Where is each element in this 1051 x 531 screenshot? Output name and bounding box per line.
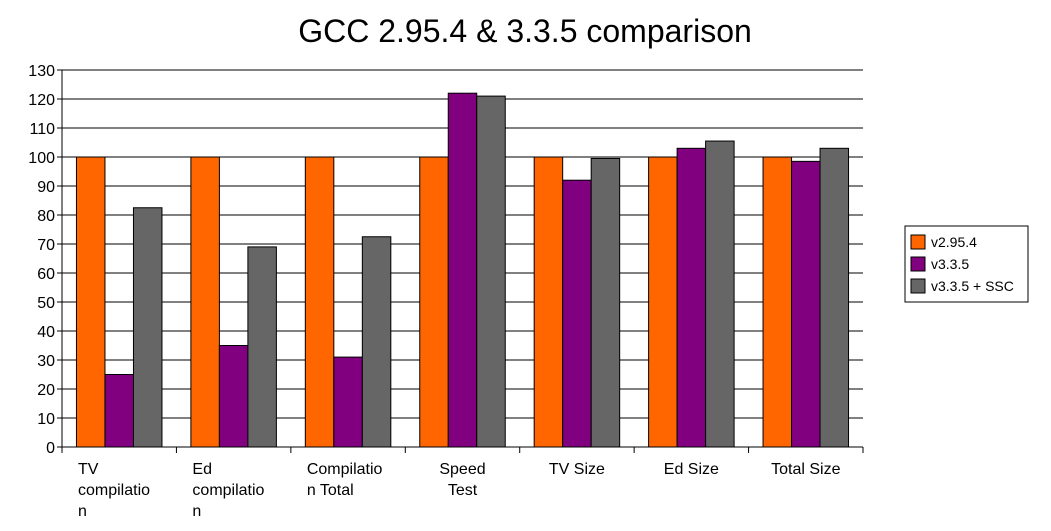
y-tick-label: 0 [46,440,55,457]
x-category-label: Speed Test [439,461,485,499]
x-category-label: TV Size [549,461,605,478]
bar-v2-95-4 [648,156,678,448]
bar-v2-95-4 [304,156,335,448]
x-category-label: Ed compilatio n [192,461,264,520]
x-category-label: Total Size [771,461,840,478]
bar-v2-95-4 [762,156,793,448]
legend-swatch [910,278,926,294]
y-tick-label: 50 [37,295,55,312]
bar-v3-3-5 [218,345,249,448]
y-axis-ticks: 0 10 20 30 40 50 60 70 80 90 100 110 120 130 [28,63,62,457]
bars [75,92,850,448]
x-category-label: Ed Size [664,461,719,478]
x-category-label: Compilatio n Total [307,461,383,499]
bar-v3-3-5 [676,147,707,448]
legend: v2.95.4 v3.3.5 v3.3.5 + SSC [904,225,1029,303]
bar-v3-3-5 [562,179,592,448]
y-tick-label: 20 [37,382,55,399]
y-tick-label: 130 [28,63,55,80]
legend-label: v3.3.5 + SSC [931,278,1014,294]
bar-v2-95-4 [533,156,564,448]
y-tick-label: 60 [37,266,55,283]
bar-v3-3-5-ssc [590,157,621,448]
legend-swatch [910,234,926,250]
bar-v3-3-5-ssc [361,236,392,448]
y-tick-label: 100 [28,150,55,167]
legend-swatch [910,256,926,272]
y-tick-label: 80 [37,208,55,225]
bar-v3-3-5 [333,356,363,448]
legend-label: v2.95.4 [931,234,977,250]
y-tick-label: 90 [37,179,55,196]
y-tick-label: 40 [37,324,55,341]
x-axis-categories: TV compilatio n Ed compilatio n Compilatio n To… [78,461,841,520]
bar-v3-3-5-ssc [132,207,163,448]
bar-v3-3-5-ssc [247,246,277,448]
y-tick-label: 10 [37,411,55,428]
y-tick-label: 70 [37,237,55,254]
bar-v3-3-5-ssc [705,140,735,448]
bar-v2-95-4 [75,156,106,448]
y-tick-label: 30 [37,353,55,370]
bar-v2-95-4 [419,156,449,448]
legend-label: v3.3.5 [931,256,969,272]
chart-title: GCC 2.95.4 & 3.3.5 comparison [298,13,752,49]
bar-v3-3-5 [447,92,478,448]
bar-v3-3-5 [791,160,821,448]
axes [61,70,864,453]
bar-v3-3-5-ssc [476,95,506,448]
bar-v3-3-5-ssc [819,147,850,448]
y-tick-label: 110 [29,121,55,138]
y-tick-label: 120 [28,92,55,109]
bar-v2-95-4 [190,156,220,448]
bar-v3-3-5 [104,374,134,448]
x-category-label: TV compilatio n [78,461,150,520]
